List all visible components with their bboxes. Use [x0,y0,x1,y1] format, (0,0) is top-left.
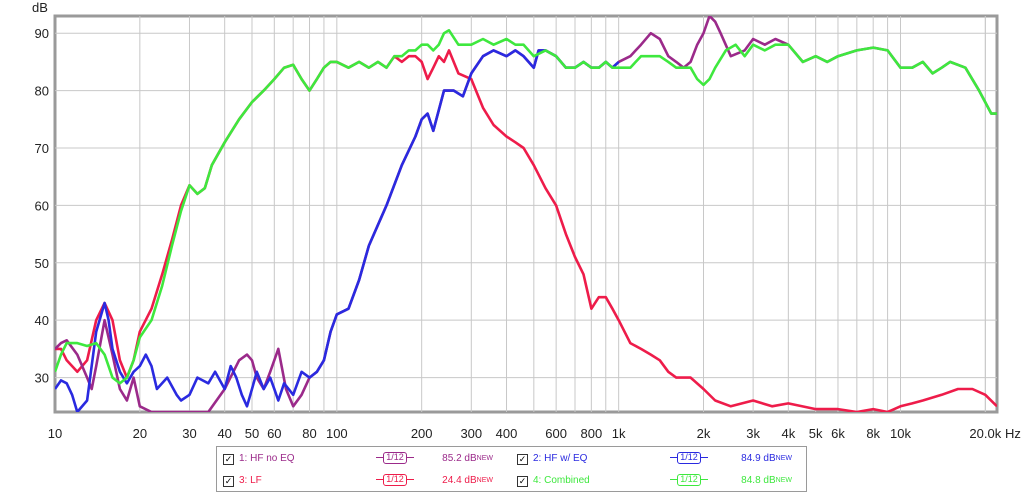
y-tick-label: 70 [35,141,49,156]
x-tick-label: 30 [182,426,196,441]
checkbox-checked-icon[interactable]: ✓ [517,476,528,487]
series-line-combined [55,29,997,385]
x-tick-label: 800 [580,426,602,441]
frequency-response-chart: 30 40 50 60 70 80 90 10 20 30 40 50 60 80 100 200 300 400… [32,0,1021,441]
y-tick-label: 30 [35,371,49,386]
legend-value: 24.4 dBNEW [442,475,493,486]
x-tick-label: 60 [267,426,281,441]
legend-value: 84.9 dBNEW [741,453,792,464]
y-axis-label: dB [32,0,48,15]
x-tick-label: 200 [411,426,433,441]
legend-item-lf[interactable]: ✓ 3: LF 1/12 24.4 dBNEW [223,474,503,488]
x-tick-label: 5k [809,426,823,441]
x-tick-label: 80 [302,426,316,441]
series-line-hf-w-eq [55,49,620,412]
x-tick-label: 100 [326,426,348,441]
x-tick-label: 10 [48,426,62,441]
checkbox-checked-icon[interactable]: ✓ [223,454,234,465]
legend-item-combined[interactable]: ✓ 4: Combined 1/12 84.8 dBNEW [517,474,802,488]
y-tick-label: 80 [35,84,49,99]
legend-item-hf-no-eq[interactable]: ✓ 1: HF no EQ 1/12 85.2 dBNEW [223,452,503,466]
plot-frame [53,14,999,414]
x-tick-label: 20.0k [969,426,1001,441]
x-tick-label: 20 [133,426,147,441]
smoothing-badge[interactable]: 1/12 [670,452,708,464]
legend-label: 2: HF w/ EQ [533,453,588,464]
legend-label: 1: HF no EQ [239,453,295,464]
smoothing-badge[interactable]: 1/12 [376,474,414,486]
smoothing-badge[interactable]: 1/12 [670,474,708,486]
x-tick-label: 600 [545,426,567,441]
series-line-lf [55,49,997,412]
legend-value: 85.2 dBNEW [442,453,493,464]
x-tick-label: 10k [890,426,911,441]
checkbox-checked-icon[interactable]: ✓ [517,454,528,465]
tick-labels: 30 40 50 60 70 80 90 10 20 30 40 50 60 80 100 200 300 400… [35,26,1002,441]
legend-label: 3: LF [239,475,262,486]
x-tick-label: 3k [746,426,760,441]
x-tick-label: 400 [496,426,518,441]
x-tick-label: 50 [245,426,259,441]
legend-value: 84.8 dBNEW [741,475,792,486]
series-layer [55,16,997,412]
grid [55,16,997,412]
x-tick-label: 8k [866,426,880,441]
checkbox-checked-icon[interactable]: ✓ [223,476,234,487]
y-tick-label: 50 [35,256,49,271]
smoothing-badge[interactable]: 1/12 [376,452,414,464]
x-tick-label: 2k [697,426,711,441]
legend-label: 4: Combined [533,475,590,486]
legend: ✓ 1: HF no EQ 1/12 85.2 dBNEW ✓ 3: LF 1/… [216,446,807,492]
x-tick-label: 1k [612,426,626,441]
y-tick-label: 40 [35,313,49,328]
x-tick-label: 40 [217,426,231,441]
legend-item-hf-w-eq[interactable]: ✓ 2: HF w/ EQ 1/12 84.9 dBNEW [517,452,802,466]
x-tick-label: 300 [460,426,482,441]
y-tick-label: 60 [35,198,49,213]
x-tick-label: 4k [781,426,795,441]
y-tick-label: 90 [35,26,49,41]
x-tick-label: 6k [831,426,845,441]
x-axis-unit-label: Hz [1005,426,1021,441]
